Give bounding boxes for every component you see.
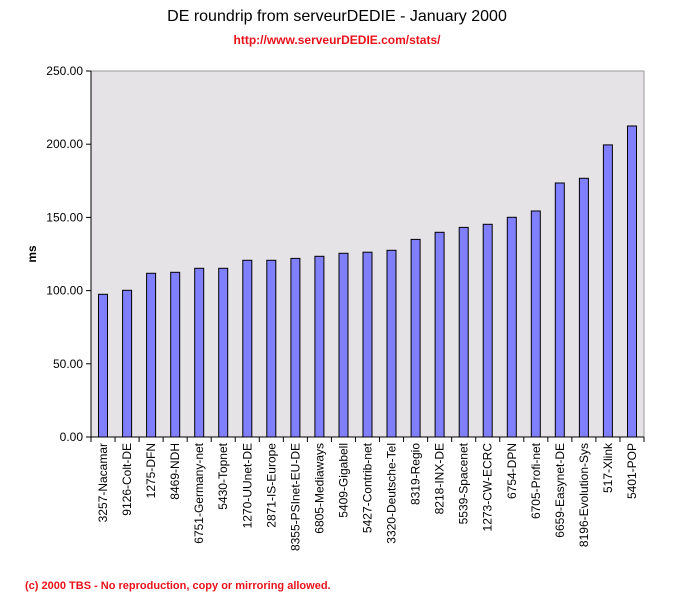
bar-1275-DFN: [146, 272, 157, 438]
x-tick-label: 9126-Colt-DE: [120, 443, 134, 516]
x-tick-label: 5539-Spacenet: [457, 442, 471, 524]
x-tick-label: 5401-POP: [625, 443, 639, 499]
x-tick-label: 3257-Nacamar: [96, 443, 110, 522]
y-tick-label: 100.00: [46, 284, 83, 298]
bar-6805-Mediaways: [314, 255, 325, 438]
chart-title: DE roundrip from serveurDEDIE - January …: [167, 8, 507, 25]
x-tick-label: 3320-Deutsche-Tel: [385, 443, 399, 544]
bar-5401-POP: [627, 125, 637, 438]
bar-5409-Gigabell: [338, 252, 349, 438]
x-tick-label: 6754-DPN: [505, 443, 519, 499]
x-tick-label: 1273-CW-ECRC: [481, 443, 495, 532]
x-tick-label: 8355-PSInet-EU-DE: [288, 443, 302, 551]
y-tick-label: 200.00: [46, 137, 83, 151]
x-tick-label: 8196-Evolution-Sys: [577, 443, 591, 547]
bar-1270-UUnet-DE: [242, 259, 253, 438]
bar-6659-Easynet-DE: [554, 182, 565, 438]
bar-8319-Regio: [410, 238, 421, 438]
copyright-footer: (c) 2000 TBS - No reproduction, copy or …: [25, 580, 331, 592]
bar-3257-Nacamar: [98, 293, 108, 438]
x-tick-label: 5409-Gigabell: [337, 443, 351, 518]
x-tick-label: 517-Xlink: [601, 442, 615, 493]
x-tick-label: 2871-IS-Europe: [264, 443, 278, 528]
bar-2871-IS-Europe: [266, 259, 277, 438]
y-tick-label: 150.00: [46, 210, 83, 224]
x-tick-label: 5430-Topnet: [216, 442, 230, 509]
x-tick-label: 1270-UUnet-DE: [240, 443, 254, 528]
bar-6705-Profi-net: [530, 210, 541, 438]
x-tick-label: 6705-Profi-net: [529, 442, 543, 519]
bar-5427-Contrib-net: [362, 251, 373, 438]
x-tick-label: 6659-Easynet-DE: [553, 443, 567, 538]
x-tick-label: 8319-Regio: [409, 443, 423, 505]
bar-9126-Colt-DE: [122, 289, 133, 438]
x-tick-label: 6805-Mediaways: [312, 443, 326, 534]
bar-8196-Evolution-Sys: [578, 177, 589, 438]
y-tick-label: 0.00: [60, 430, 84, 444]
y-tick-label: 250.00: [46, 64, 83, 78]
bar-5430-Topnet: [218, 267, 229, 438]
y-tick-label: 50.00: [53, 357, 83, 371]
chart-subtitle: http://www.serveurDEDIE.com/stats/: [233, 33, 441, 47]
bar-6754-DPN: [506, 216, 517, 438]
x-tick-label: 6751-Germany-net: [192, 442, 206, 543]
bar-8469-NDH: [170, 271, 181, 438]
x-tick-label: 8218-INX-DE: [433, 443, 447, 514]
x-tick-label: 5427-Contrib-net: [361, 442, 375, 533]
bar-3320-Deutsche-Tel: [386, 249, 397, 438]
x-tick-label: 1275-DFN: [144, 443, 158, 498]
bar-5539-Spacenet: [458, 226, 469, 438]
x-tick-label: 8469-NDH: [168, 443, 182, 500]
bar-8218-INX-DE: [434, 231, 445, 438]
bar-6751-Germany-net: [194, 267, 205, 438]
bar-8355-PSInet-EU-DE: [290, 257, 301, 438]
y-axis-label: ms: [25, 245, 39, 263]
bar-517-Xlink: [602, 144, 613, 438]
bar-1273-CW-ECRC: [482, 223, 493, 438]
